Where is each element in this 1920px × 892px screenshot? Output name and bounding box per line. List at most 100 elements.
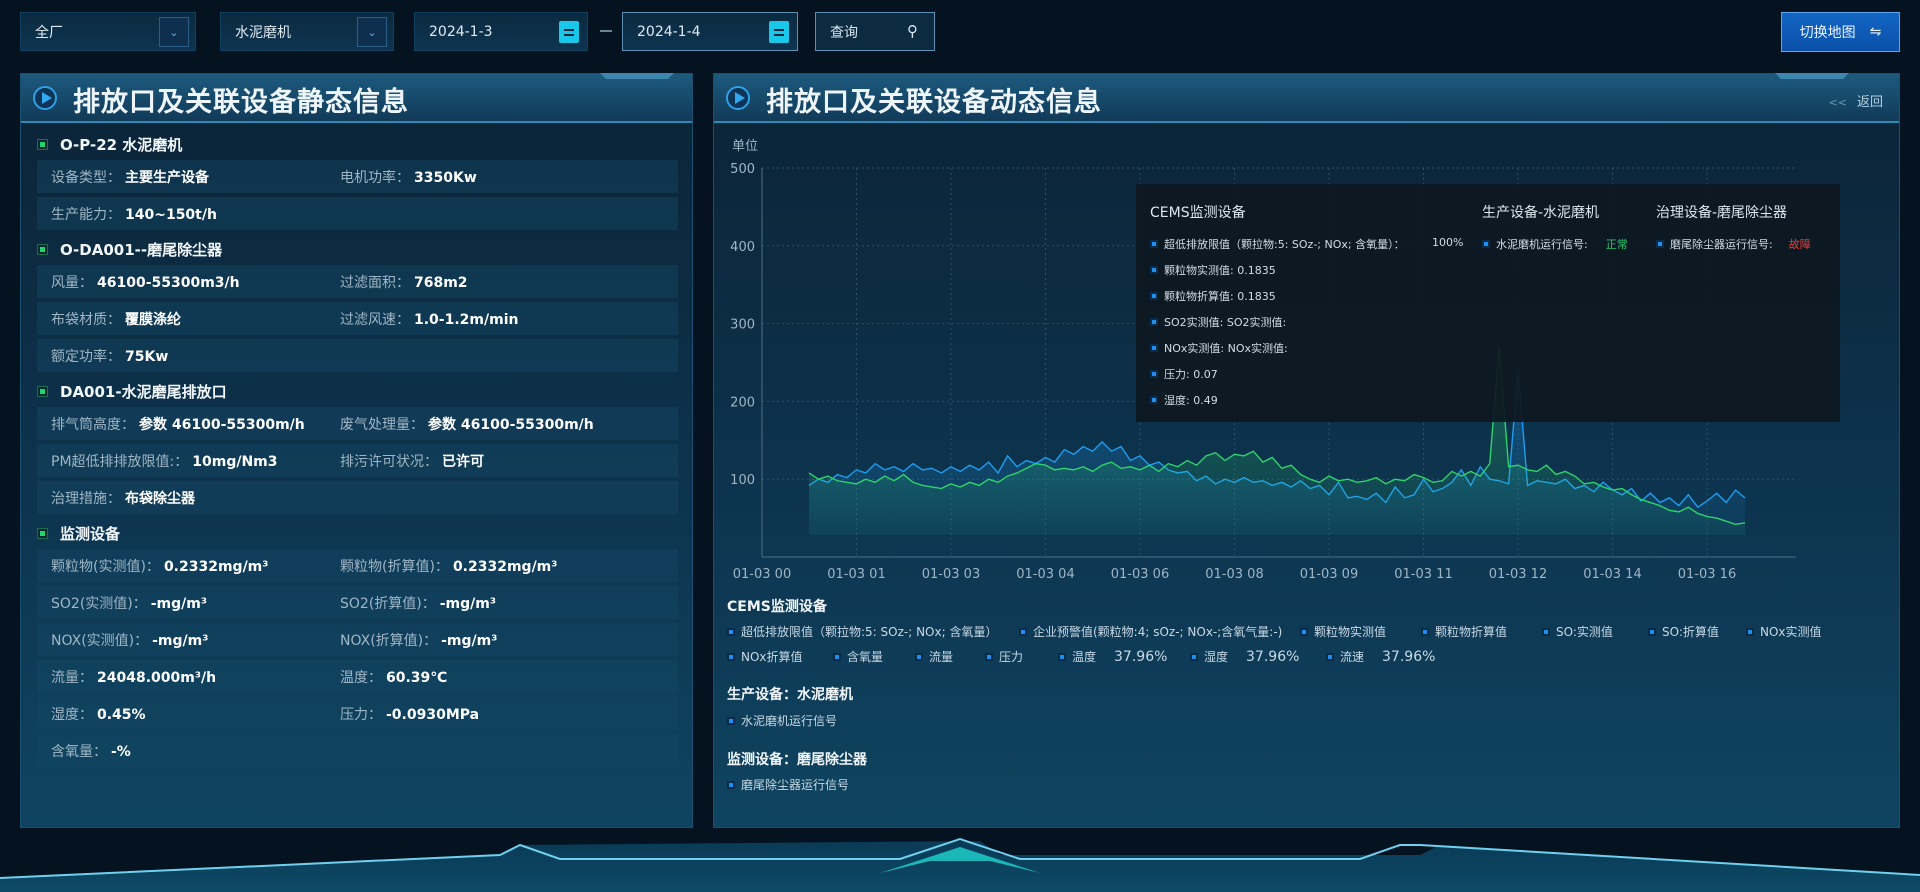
date-range-separator [600,30,612,32]
legend-marker-icon [1019,627,1027,636]
field-label: 风量： [51,274,93,291]
legend-item[interactable]: 超低排放限值（颗拉物:5: SOz-; NOx; 含氧量） [727,623,997,640]
legend-label: 含氧量 [847,650,884,664]
legend-marker-icon [1150,266,1158,274]
legend-item[interactable]: SO:折算值 [1648,623,1719,640]
info-field: PM超低排排放限值:： 10mg/Nm3 [37,451,326,471]
tooltip-prod-label: 水泥磨机运行信号: [1496,238,1588,251]
info-row: NOX(实测值)： -mg/m³ NOX(折算值)： -mg/m³ [37,623,678,656]
field-label: 设备类型： [51,169,121,186]
info-field: 治理措施： 布袋除尘器 [37,488,326,508]
header-decoration [600,73,674,79]
legend-marker-icon [1190,652,1198,661]
series-area-1 [809,346,1745,535]
field-value: 参数 46100-55300m/h [428,416,594,433]
play-icon [726,86,750,110]
field-value: 参数 46100-55300m/h [139,416,305,433]
end-date-input[interactable]: 2024-1-4 [622,12,798,51]
field-value: 60.39℃ [386,669,448,686]
legend-item[interactable]: 压力 [985,648,1041,665]
field-label: NOX(折算值)： [340,632,438,649]
tooltip-cems-item: NOx实测值: NOx实测值: [1150,340,1288,356]
tooltip-treat-label: 磨尾除尘器运行信号: [1670,238,1773,251]
legend-marker-icon [1150,292,1158,300]
tooltip-cems-item: 颗粒物折算值: 0.1835 [1150,288,1276,304]
legend-marker-icon [1648,627,1656,636]
x-tick-label: 01-03 11 [1394,567,1452,582]
field-label: 过滤风速： [340,311,410,328]
bullet-icon [37,244,48,255]
search-icon: ⚲ [907,22,918,40]
info-field: 风量： 46100-55300m3/h [37,272,326,292]
legend-marker-icon [727,716,735,725]
info-field: 压力： -0.0930MPa [326,704,615,724]
field-label: 流量： [51,669,93,686]
info-field: 湿度： 0.45% [37,704,326,724]
legend-label: 压力 [999,650,1024,664]
device-select-value: 水泥磨机 [235,24,291,41]
legend-item[interactable]: 企业预警值(颗粒物:4; sOz-; NOx-;含氧气量:-) [1019,623,1282,640]
field-value: -mg/m³ [439,595,497,612]
legend-item[interactable]: 流量 [915,648,971,665]
legend-label: 企业预警值(颗粒物:4; sOz-; NOx-;含氧气量:-) [1033,625,1283,639]
legend-marker-icon [915,652,923,661]
field-value: 768m2 [414,274,468,291]
plant-select[interactable]: 全厂 ⌄ [20,12,196,51]
legend-item[interactable]: 颗粒物实测值 [1300,623,1386,640]
x-tick-label: 01-03 00 [733,567,791,582]
legend-item[interactable]: 含氧量 [833,648,901,665]
info-field: SO2(折算值)： -mg/m³ [326,593,615,613]
info-field: 废气处理量： 参数 46100-55300m/h [326,414,615,434]
legend-item[interactable]: NOx折算值 [727,648,821,665]
info-row: 额定功率： 75Kw [37,339,678,372]
back-button[interactable]: << 返回 [1829,91,1883,110]
field-label: 布袋材质： [51,311,121,328]
legend-label: SO:实测值 [1556,625,1613,639]
info-field: 过滤风速： 1.0-1.2m/min [326,309,615,329]
legend-marker-icon [1150,370,1158,378]
field-label: 颗粒物(实测值)： [51,558,160,575]
legend-label: 温度 [1072,650,1097,664]
info-row: 治理措施： 布袋除尘器 [37,481,678,514]
field-value: 覆膜涤纶 [125,311,181,328]
tooltip-item-label: 压力: 0.07 [1164,368,1218,381]
y-tick-label: 500 [730,162,755,177]
legend-item[interactable]: 颗粒物折算值 [1421,623,1507,640]
section-title-text: DA001-水泥磨尾排放口 [60,383,227,401]
legend-label: 颗粒物折算值 [1435,625,1508,639]
legend-marker-icon [1058,652,1066,661]
start-date-input[interactable]: 2024-1-3 [414,12,588,51]
legend-item[interactable]: SO:实测值 [1542,623,1613,640]
switch-map-label: 切换地图 [1799,25,1856,41]
chevron-down-icon[interactable]: ⌄ [357,17,387,47]
device-select[interactable]: 水泥磨机 ⌄ [220,12,394,51]
switch-map-button[interactable]: 切换地图 ⇋ [1781,12,1900,52]
legend-marker-icon [1300,627,1308,636]
calendar-icon[interactable] [769,21,789,43]
legend-item[interactable]: 湿度 37.96% [1190,648,1299,665]
calendar-icon[interactable] [559,21,579,43]
info-field: 电机功率： 3350Kw [326,167,615,187]
y-tick-label: 400 [730,240,755,255]
legend-item[interactable]: 流速 37.96% [1326,648,1435,665]
legend-item[interactable]: 水泥磨机运行信号 [727,712,837,729]
field-value: 46100-55300m3/h [97,274,240,291]
info-field: 过滤面积： 768m2 [326,272,615,292]
legend-item[interactable]: 磨尾除尘器运行信号 [727,776,849,793]
tooltip-prod-item: 水泥磨机运行信号: 正常 [1482,236,1628,252]
chevron-down-icon[interactable]: ⌄ [159,17,189,47]
field-value: 主要生产设备 [125,169,209,186]
legend-item[interactable]: NOx实测值 [1746,623,1822,640]
field-value: -% [111,743,131,760]
field-label: 温度： [340,669,382,686]
info-field: NOX(实测值)： -mg/m³ [37,630,326,650]
panel-title: 排放口及关联设备静态信息 [73,87,409,118]
info-field: 排气筒高度： 参数 46100-55300m/h [37,414,326,434]
field-label: 排气筒高度： [51,416,135,433]
query-button[interactable]: 查询 ⚲ [815,12,935,51]
field-label: 含氧量： [51,743,107,760]
bullet-icon [37,386,48,397]
legend-item[interactable]: 温度 37.96% [1058,648,1167,665]
info-row: 含氧量： -% [37,734,678,767]
